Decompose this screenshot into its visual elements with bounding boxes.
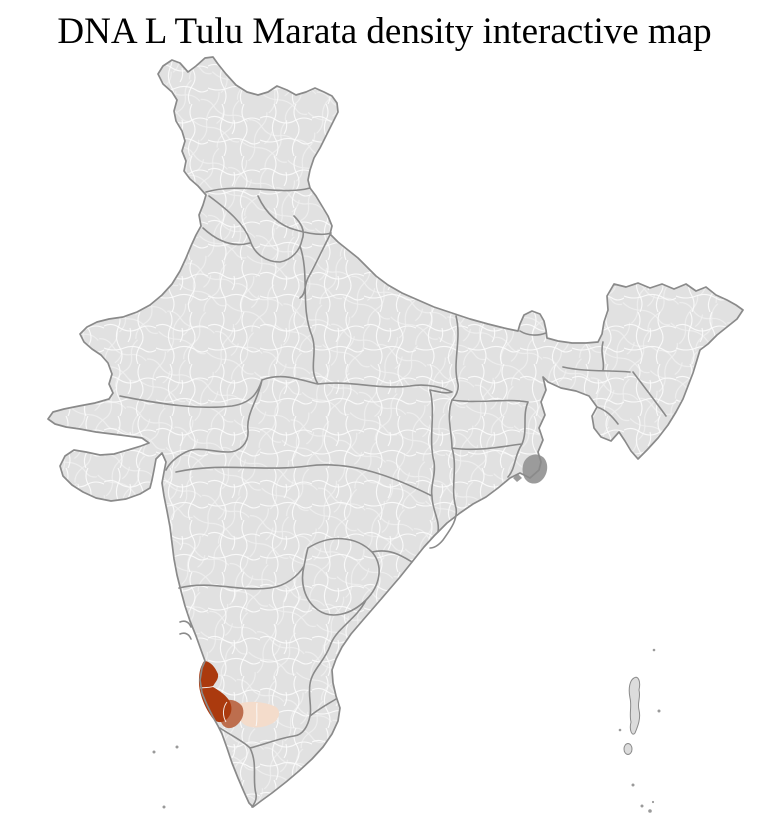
- page-title: DNA L Tulu Marata density interactive ma…: [57, 11, 712, 52]
- lakshadweep-islands[interactable]: [152, 745, 179, 809]
- state-borders: [119, 187, 667, 808]
- andaman-nicobar-islands[interactable]: [618, 648, 661, 813]
- density-region-low[interactable]: [237, 701, 280, 728]
